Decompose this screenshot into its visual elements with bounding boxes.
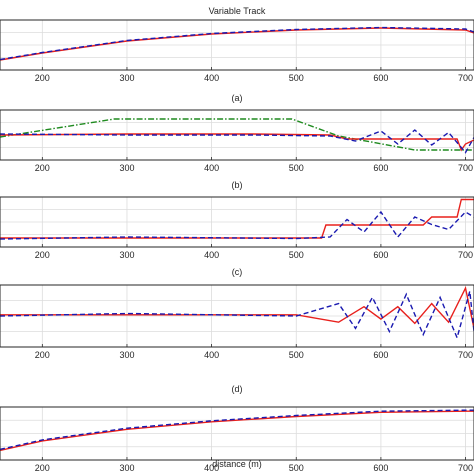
- x-tick-label: 400: [204, 350, 219, 360]
- x-tick-label: 600: [373, 463, 388, 473]
- axes-border: [0, 284, 474, 348]
- x-tick-label: 300: [119, 463, 134, 473]
- subplot-1: 200 300 400 500 600 700 (a): [0, 19, 474, 103]
- x-tick-label: 400: [204, 163, 219, 173]
- axes-border: [0, 19, 474, 71]
- subplot-caption: (c): [232, 267, 243, 277]
- series-line-2: [0, 133, 474, 152]
- x-tick-label: 200: [35, 163, 50, 173]
- x-tick-label: 700: [458, 463, 473, 473]
- subplot-caption: (a): [232, 93, 243, 103]
- x-tick-label: 600: [373, 350, 388, 360]
- x-tick-label: 700: [458, 250, 473, 260]
- series-line-3: [0, 129, 474, 154]
- series-line-1: [0, 118, 474, 151]
- x-tick-label: 700: [458, 73, 473, 83]
- x-tick-label: 400: [204, 250, 219, 260]
- series-line-1: [0, 285, 474, 329]
- series-line-2: [0, 291, 474, 340]
- series-line-1: [0, 198, 474, 239]
- subplot-stack: 200 300 400 500 600 700 (a) 200 300 400 500 600 700 (…: [0, 19, 474, 473]
- figure-title: Variable Track: [209, 6, 266, 16]
- x-tick-label: 700: [458, 163, 473, 173]
- x-tick-label: 500: [289, 73, 304, 83]
- x-tick-label: 300: [119, 250, 134, 260]
- x-axis-label: distance (m): [212, 459, 262, 469]
- subplot-4: 200 300 400 500 600 700 (d): [0, 284, 474, 394]
- subplot-2: 200 300 400 500 600 700 (b): [0, 109, 474, 190]
- x-tick-label: 200: [35, 73, 50, 83]
- series-line-1: [0, 410, 474, 452]
- subplot-3: 200 300 400 500 600 700 (c): [0, 196, 474, 277]
- subplot-5: 200 300 400 500 600 700: [0, 406, 474, 473]
- axes-border: [0, 196, 474, 248]
- x-tick-label: 600: [373, 73, 388, 83]
- series-line-2: [0, 409, 474, 451]
- x-tick-label: 500: [289, 163, 304, 173]
- x-tick-label: 200: [35, 350, 50, 360]
- x-tick-label: 300: [119, 163, 134, 173]
- x-tick-label: 400: [204, 73, 219, 83]
- x-tick-label: 500: [289, 350, 304, 360]
- x-tick-label: 200: [35, 463, 50, 473]
- series-line-2: [0, 26, 474, 61]
- x-tick-label: 700: [458, 350, 473, 360]
- x-tick-label: 600: [373, 250, 388, 260]
- x-tick-label: 500: [289, 463, 304, 473]
- x-tick-label: 600: [373, 163, 388, 173]
- x-tick-label: 500: [289, 250, 304, 260]
- x-tick-label: 300: [119, 73, 134, 83]
- axes-border: [0, 109, 474, 161]
- series-line-2: [0, 210, 474, 240]
- x-tick-label: 200: [35, 250, 50, 260]
- x-tick-label: 400: [204, 463, 219, 473]
- x-tick-label: 300: [119, 350, 134, 360]
- subplot-caption: (d): [232, 384, 243, 394]
- axes-border: [0, 406, 474, 461]
- subplot-caption: (b): [232, 180, 243, 190]
